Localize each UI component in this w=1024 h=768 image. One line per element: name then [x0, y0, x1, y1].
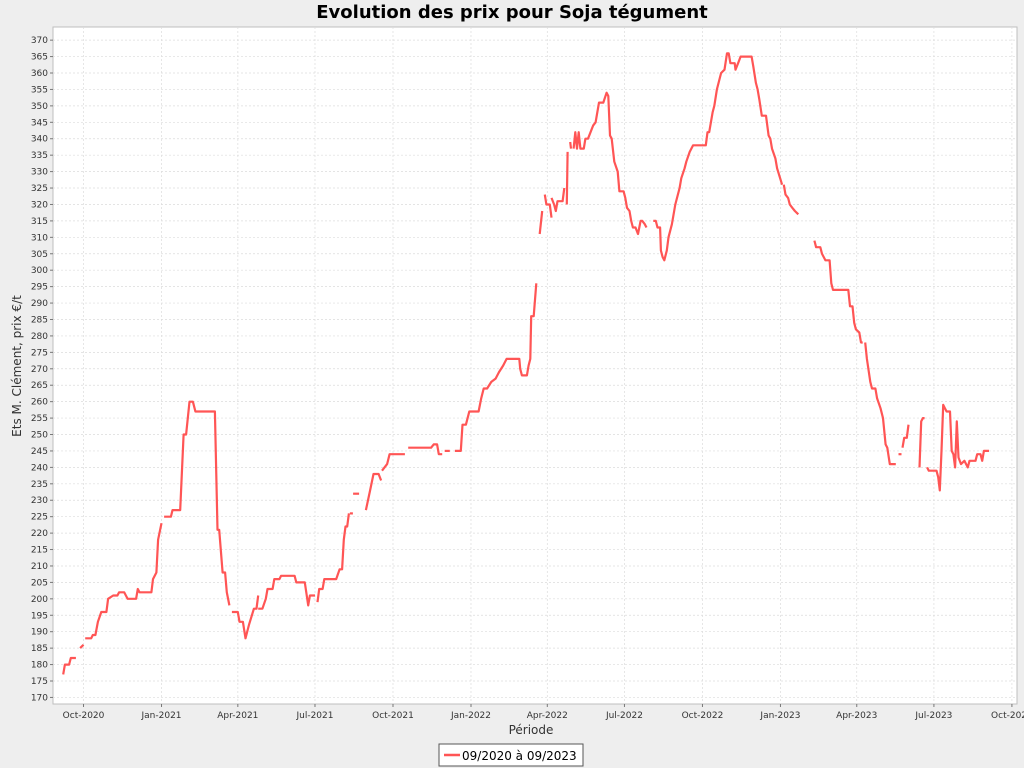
y-tick-label: 220: [31, 529, 48, 539]
x-tick-label: Jul-2022: [605, 711, 643, 721]
y-tick-label: 215: [31, 546, 48, 556]
y-tick-label: 235: [31, 480, 48, 490]
chart-title: Evolution des prix pour Soja tégument: [316, 2, 708, 23]
series-line-segment: [408, 443, 443, 456]
y-tick-label: 370: [31, 36, 48, 46]
x-tick-label: Apr-2023: [836, 711, 877, 721]
series-line-segment: [543, 194, 553, 218]
series-line-segment: [85, 522, 163, 640]
y-tick-label: 365: [31, 53, 48, 63]
y-axis: 170 175 180 185 190 195 200 205 210 215 220 225 230 2…: [31, 36, 53, 703]
series-line-segment: [572, 91, 648, 236]
series-line-segment: [653, 52, 784, 262]
x-tick-label: Jan-2021: [141, 711, 182, 721]
y-tick-label: 240: [31, 463, 48, 473]
y-tick-label: 245: [31, 447, 48, 457]
y-tick-label: 360: [31, 69, 48, 79]
plot-area: [52, 26, 1018, 705]
legend-entry: 09/2020 à 09/2023: [462, 749, 577, 763]
y-tick-label: 270: [31, 365, 48, 375]
x-tick-label: Jul-2021: [295, 711, 333, 721]
x-tick-label: Oct-2023: [991, 711, 1024, 721]
y-tick-label: 285: [31, 315, 48, 325]
y-tick-label: 295: [31, 283, 48, 293]
y-tick-label: 175: [31, 677, 48, 687]
y-tick-label: 305: [31, 250, 48, 260]
series-line-segment: [454, 283, 538, 452]
series-line-segment: [231, 595, 260, 640]
series-line-segment: [550, 187, 566, 213]
x-tick-label: Oct-2022: [682, 711, 724, 721]
y-tick-label: 315: [31, 217, 48, 227]
y-tick-label: 230: [31, 496, 48, 506]
y-tick-label: 255: [31, 414, 48, 424]
series-line-segment: [164, 400, 231, 606]
x-tick-label: Apr-2022: [527, 711, 568, 721]
series-line-segment: [538, 210, 544, 235]
y-tick-label: 180: [31, 661, 48, 671]
series-line-segment: [813, 240, 863, 344]
y-tick-label: 345: [31, 118, 48, 128]
series-lines: [62, 52, 989, 675]
series-line-segment: [565, 151, 569, 205]
y-tick-label: 280: [31, 332, 48, 342]
y-tick-label: 330: [31, 168, 48, 178]
y-tick-label: 320: [31, 200, 48, 210]
y-tick-label: 225: [31, 513, 48, 523]
series-line-segment: [79, 644, 85, 649]
legend: 09/2020 à 09/2023: [438, 743, 584, 767]
series-line-segment: [864, 342, 896, 466]
series-line-segment: [381, 453, 405, 472]
series-line-segment: [62, 656, 76, 675]
x-axis: Oct-2020 Jan-2021 Apr-2021 Jul-2021 Oct-2021…: [63, 704, 1024, 721]
y-tick-label: 190: [31, 628, 48, 638]
y-tick-label: 310: [31, 233, 48, 243]
y-tick-label: 350: [31, 102, 48, 112]
y-tick-label: 265: [31, 381, 48, 391]
series-line-segment: [782, 184, 800, 216]
y-tick-label: 340: [31, 135, 48, 145]
y-tick-label: 250: [31, 431, 48, 441]
y-tick-label: 300: [31, 266, 48, 276]
x-axis-label: Période: [509, 723, 554, 737]
y-tick-label: 205: [31, 578, 48, 588]
y-tick-label: 335: [31, 151, 48, 161]
y-tick-label: 195: [31, 611, 48, 621]
y-tick-label: 325: [31, 184, 48, 194]
y-tick-label: 260: [31, 398, 48, 408]
legend-box: [438, 743, 584, 767]
x-tick-label: Oct-2021: [372, 711, 414, 721]
x-tick-label: Jan-2023: [759, 711, 800, 721]
series-line-segment: [316, 513, 350, 603]
y-tick-label: 185: [31, 644, 48, 654]
series-line-segment: [926, 403, 989, 492]
series-line-segment: [364, 472, 383, 511]
grid-lines: [53, 27, 1017, 704]
y-tick-label: 170: [31, 693, 48, 703]
series-line-segment: [258, 574, 315, 610]
x-tick-label: Jul-2023: [914, 711, 952, 721]
x-tick-label: Oct-2020: [63, 711, 105, 721]
series-line-segment: [569, 141, 573, 149]
y-axis-label: Ets M. Clément, prix €/t: [10, 295, 24, 437]
y-tick-label: 200: [31, 595, 48, 605]
series-line-segment: [901, 424, 910, 448]
x-tick-label: Apr-2021: [217, 711, 258, 721]
y-tick-label: 210: [31, 562, 48, 572]
y-tick-label: 275: [31, 348, 48, 358]
y-tick-label: 290: [31, 299, 48, 309]
x-tick-label: Jan-2022: [450, 711, 491, 721]
y-tick-label: 355: [31, 85, 48, 95]
series-line-segment: [918, 417, 925, 468]
